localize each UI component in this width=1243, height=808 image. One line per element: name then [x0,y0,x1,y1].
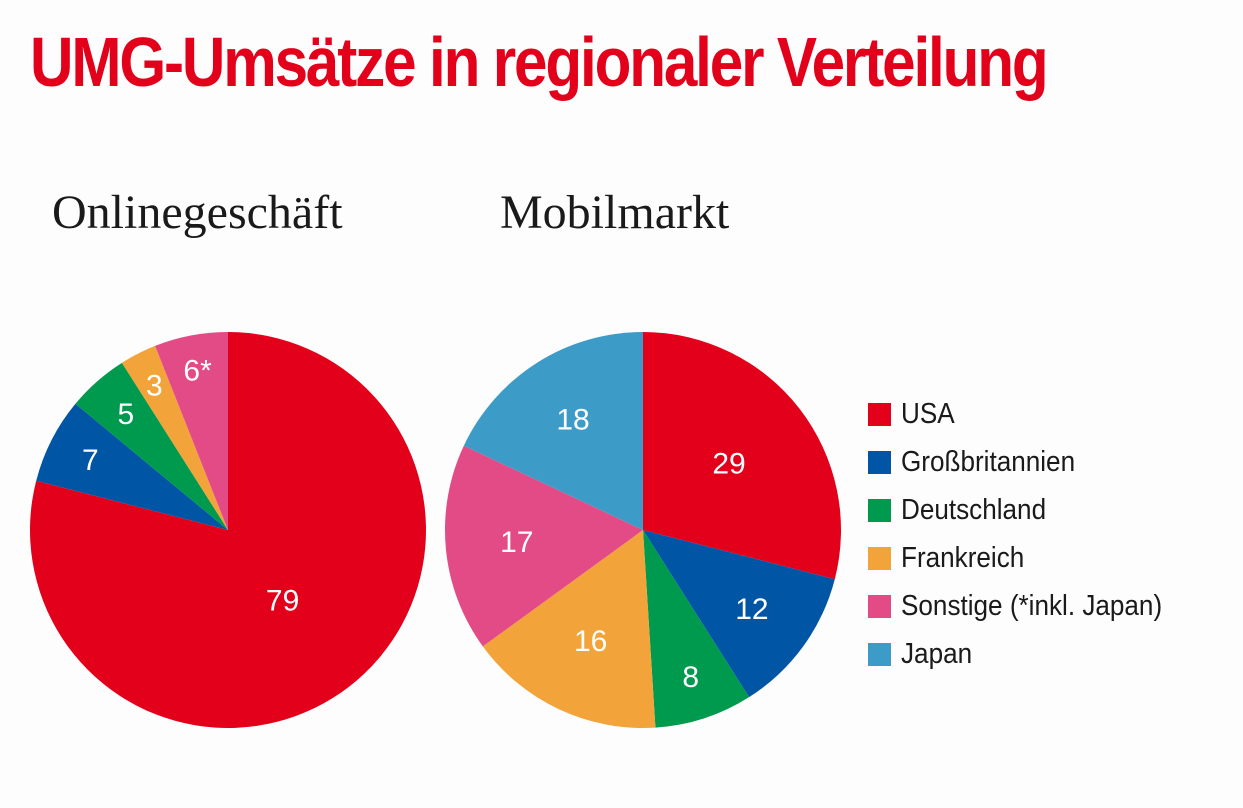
pie-slice-mobile-grossbritannien [643,530,835,698]
pie-label-online-usa: 79 [266,584,299,617]
pie-slice-mobile-deutschland [643,530,750,728]
legend-label-usa: USA [901,397,955,430]
pie-label-mobile-grossbritannien: 12 [735,593,768,626]
pie-slice-online-sonstige [155,332,228,530]
pie-label-mobile-japan: 18 [556,404,589,437]
pie-label-online-frankreich: 3 [146,369,163,402]
pie-title-mobile: Mobilmarkt [500,186,730,239]
pie-title-online: Onlinegeschäft [52,186,343,239]
legend-item-grossbritannien: Großbritannien [868,438,1191,486]
legend-label-sonstige: Sonstige (*inkl. Japan) [901,589,1163,622]
legend-item-deutschland: Deutschland [868,486,1191,534]
legend-swatch-sonstige [868,594,891,618]
legend-swatch-japan [868,642,891,666]
pie-slice-online-usa [29,332,426,728]
pie-slice-mobile-frankreich [482,530,656,729]
pie-label-online-deutschland: 5 [118,398,135,431]
legend-label-frankreich: Frankreich [901,541,1025,574]
pie-slice-mobile-sonstige [444,445,643,647]
pie-label-mobile-sonstige: 17 [500,526,533,559]
pie-mobile [444,332,842,729]
legend-swatch-frankreich [868,546,891,570]
pie-label-mobile-frankreich: 16 [574,625,607,658]
legend-item-usa: USA [868,390,1191,438]
legend-item-japan: Japan [868,630,1191,678]
legend-swatch-deutschland [868,498,891,522]
pie-slice-mobile-usa [643,332,842,580]
pie-label-online-sonstige: 6* [183,355,212,388]
legend: USA Großbritannien Deutschland Frankreic… [868,390,1191,678]
pie-online [29,332,426,728]
pie-label-mobile-usa: 29 [712,447,745,480]
pie-slice-mobile-japan [463,332,643,530]
legend-label-japan: Japan [901,637,973,670]
pie-slice-online-frankreich [121,345,228,530]
pie-label-mobile-deutschland: 8 [682,661,699,694]
legend-label-grossbritannien: Großbritannien [901,445,1076,478]
legend-swatch-grossbritannien [868,450,891,474]
pie-slice-online-grossbritannien [36,403,228,530]
page-title: UMG-Umsätze in regionaler Verteilung [30,23,1049,101]
legend-label-deutschland: Deutschland [901,493,1047,526]
pie-label-online-grossbritannien: 7 [82,444,99,477]
pie-slice-online-deutschland [75,362,228,530]
legend-item-sonstige: Sonstige (*inkl. Japan) [868,582,1191,630]
legend-swatch-usa [868,402,891,426]
legend-item-frankreich: Frankreich [868,534,1191,582]
